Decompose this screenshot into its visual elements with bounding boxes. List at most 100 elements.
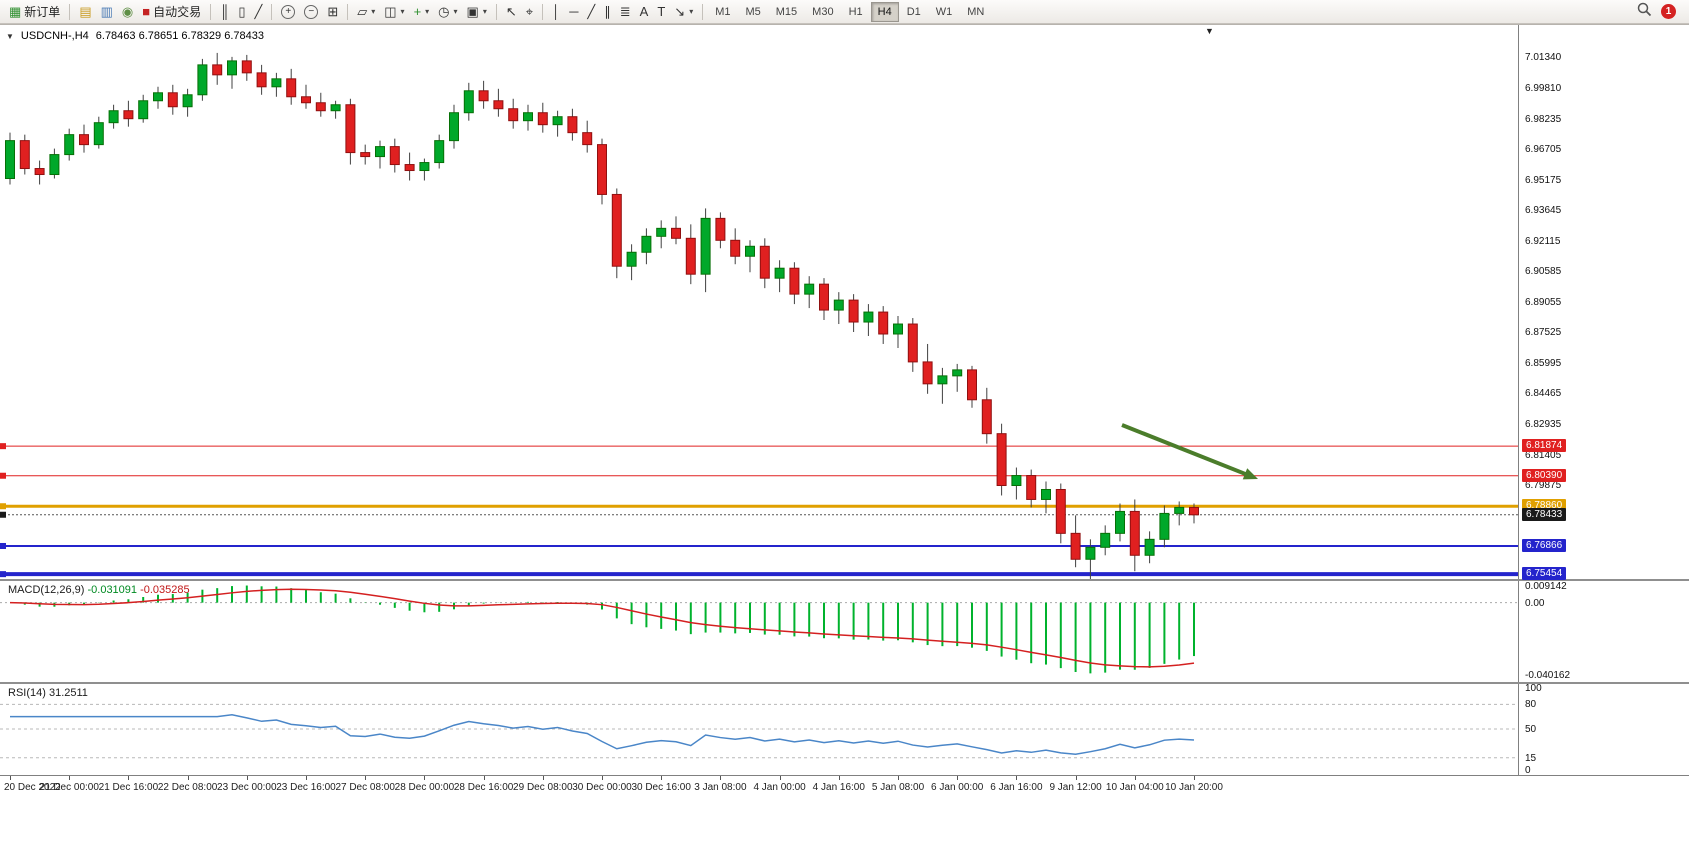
autotrading-button[interactable]: ■ 自动交易 xyxy=(138,2,205,22)
panel-separator[interactable] xyxy=(0,682,1689,684)
new-order-button[interactable]: ▦ 新订单 xyxy=(5,2,64,22)
period-button[interactable]: ◷ ▾ xyxy=(434,2,461,22)
panel-separator[interactable] xyxy=(0,579,1689,581)
price-line-badge[interactable]: 6.81874 xyxy=(1522,439,1567,453)
tile-windows-button[interactable]: ⊞ xyxy=(323,2,342,22)
candle-body xyxy=(671,227,681,239)
timeframe-bar: M1 M5 M15 M30 H1 H4 D1 W1 MN xyxy=(708,1,991,22)
data-window-button[interactable]: ◉ xyxy=(118,2,137,22)
candle-body xyxy=(863,311,874,323)
timeframe-w1-button[interactable]: W1 xyxy=(929,2,960,22)
time-axis-tick xyxy=(187,776,189,780)
candle-body xyxy=(123,110,134,120)
candle xyxy=(330,100,341,119)
search-icon[interactable] xyxy=(1637,2,1652,22)
template-button[interactable]: ▣ ▾ xyxy=(463,2,491,22)
timeframe-h4-button[interactable]: H4 xyxy=(870,1,899,22)
zoom-out-button[interactable]: − xyxy=(300,2,322,22)
rsi-axis-label: 80 xyxy=(1525,699,1537,711)
period-icon: ◷ xyxy=(438,4,450,19)
line-left-handle[interactable] xyxy=(0,571,6,578)
trend-arrow-annotation[interactable] xyxy=(1121,423,1250,478)
time-axis-tick xyxy=(957,776,959,780)
ohlc-values: 6.78463 6.78651 6.78329 6.78433 xyxy=(95,30,264,42)
candle xyxy=(108,104,119,129)
price-line-badge[interactable]: 6.78433 xyxy=(1522,507,1567,521)
autoscroll-marker-icon[interactable]: ▼ xyxy=(1205,26,1214,36)
candlestick-plot[interactable] xyxy=(0,25,1518,579)
time-axis-label: 10 Jan 20:00 xyxy=(1165,782,1223,793)
price-axis-label: 6.99810 xyxy=(1525,82,1562,94)
rsi-line xyxy=(10,713,1195,756)
time-axis-label: 3 Jan 08:00 xyxy=(694,782,747,793)
time-axis-label: 30 Dec 00:00 xyxy=(572,782,632,793)
time-axis-tick xyxy=(602,776,603,780)
zoom-out-icon: − xyxy=(304,4,319,19)
price-axis-label: 7.01340 xyxy=(1525,52,1562,64)
time-axis-tick xyxy=(542,776,544,780)
add-indicator-icon: + xyxy=(413,4,422,19)
candle-body xyxy=(138,100,149,120)
collapse-icon[interactable]: ▼ xyxy=(6,31,14,41)
text-label-button[interactable]: T xyxy=(653,2,669,22)
timeframe-m1-button[interactable]: M1 xyxy=(708,2,737,22)
rsi-axis-label: 100 xyxy=(1525,683,1542,694)
objects-button[interactable]: ◫ ▾ xyxy=(380,2,408,22)
timeframe-m15-button[interactable]: M15 xyxy=(769,2,804,22)
zoom-in-button[interactable]: + xyxy=(277,2,299,22)
arrows-button[interactable]: ↘ ▾ xyxy=(670,2,697,22)
price-line-badge[interactable]: 6.80390 xyxy=(1522,468,1567,482)
arrows-icon: ↘ xyxy=(674,4,686,19)
candle xyxy=(804,276,815,309)
add-indicator-button[interactable]: + ▾ xyxy=(410,2,434,22)
vertical-line-button[interactable]: │ xyxy=(548,2,564,22)
trendline-button[interactable]: ╱ xyxy=(583,2,599,22)
bar-chart-type-button[interactable]: ║ xyxy=(216,2,233,22)
candle xyxy=(611,188,622,279)
candle-body xyxy=(1026,475,1037,500)
vertical-line-icon: │ xyxy=(552,4,561,19)
new-chart-button[interactable]: ▤ xyxy=(75,2,95,22)
macd-plot[interactable] xyxy=(0,581,1518,682)
candle xyxy=(167,84,178,115)
timeframe-d1-button[interactable]: D1 xyxy=(900,2,928,22)
line-left-handle[interactable] xyxy=(0,511,6,518)
price-line-badge[interactable]: 6.76866 xyxy=(1522,538,1567,552)
crosshair-button[interactable]: ⌖ xyxy=(522,2,537,22)
candle xyxy=(375,140,385,169)
cursor-button[interactable]: ↖ xyxy=(502,2,521,22)
candlestick-chart-type-button[interactable]: ▯ xyxy=(234,2,249,22)
timeframe-m30-button[interactable]: M30 xyxy=(805,2,840,22)
line-chart-type-button[interactable]: ╱ xyxy=(251,2,267,22)
channel-button[interactable]: ∥ xyxy=(600,2,615,22)
indicators-button[interactable]: ▱ ▾ xyxy=(353,2,379,22)
timeframe-h1-button[interactable]: H1 xyxy=(842,2,870,22)
horizontal-line-button[interactable]: ─ xyxy=(565,2,582,22)
line-left-handle[interactable] xyxy=(0,503,6,510)
candle xyxy=(93,116,104,149)
line-left-handle[interactable] xyxy=(0,542,6,549)
candlestick-chart-type-icon: ▯ xyxy=(238,4,246,19)
candle xyxy=(1026,469,1037,508)
candle-body xyxy=(345,104,356,154)
notification-badge[interactable]: 1 xyxy=(1661,4,1676,19)
tile-windows-icon: ⊞ xyxy=(327,4,339,19)
time-axis[interactable]: 20 Dec 2022 21 Dec 00:00 21 Dec 16:00 22 De… xyxy=(0,775,1689,800)
price-line-badge[interactable]: 6.75454 xyxy=(1522,567,1567,581)
profiles-button[interactable]: ▥ xyxy=(97,2,117,22)
candle xyxy=(345,98,356,165)
trend-arrow-head[interactable] xyxy=(1242,468,1258,480)
timeframe-m5-button[interactable]: M5 xyxy=(738,2,767,22)
rsi-plot[interactable] xyxy=(0,684,1518,775)
candle xyxy=(1011,467,1022,500)
timeframe-mn-button[interactable]: MN xyxy=(960,2,991,22)
price-axis[interactable]: 7.01340 6.99810 6.98235 6.96705 6.95175 6.936… xyxy=(1518,25,1689,776)
candle xyxy=(685,224,696,285)
candle xyxy=(833,292,844,325)
candle xyxy=(626,244,637,281)
candle-body xyxy=(375,146,385,158)
line-left-handle[interactable] xyxy=(0,472,6,479)
fibonacci-button[interactable]: ≣ xyxy=(616,2,635,22)
line-left-handle[interactable] xyxy=(0,443,6,450)
text-button[interactable]: A xyxy=(636,2,653,22)
